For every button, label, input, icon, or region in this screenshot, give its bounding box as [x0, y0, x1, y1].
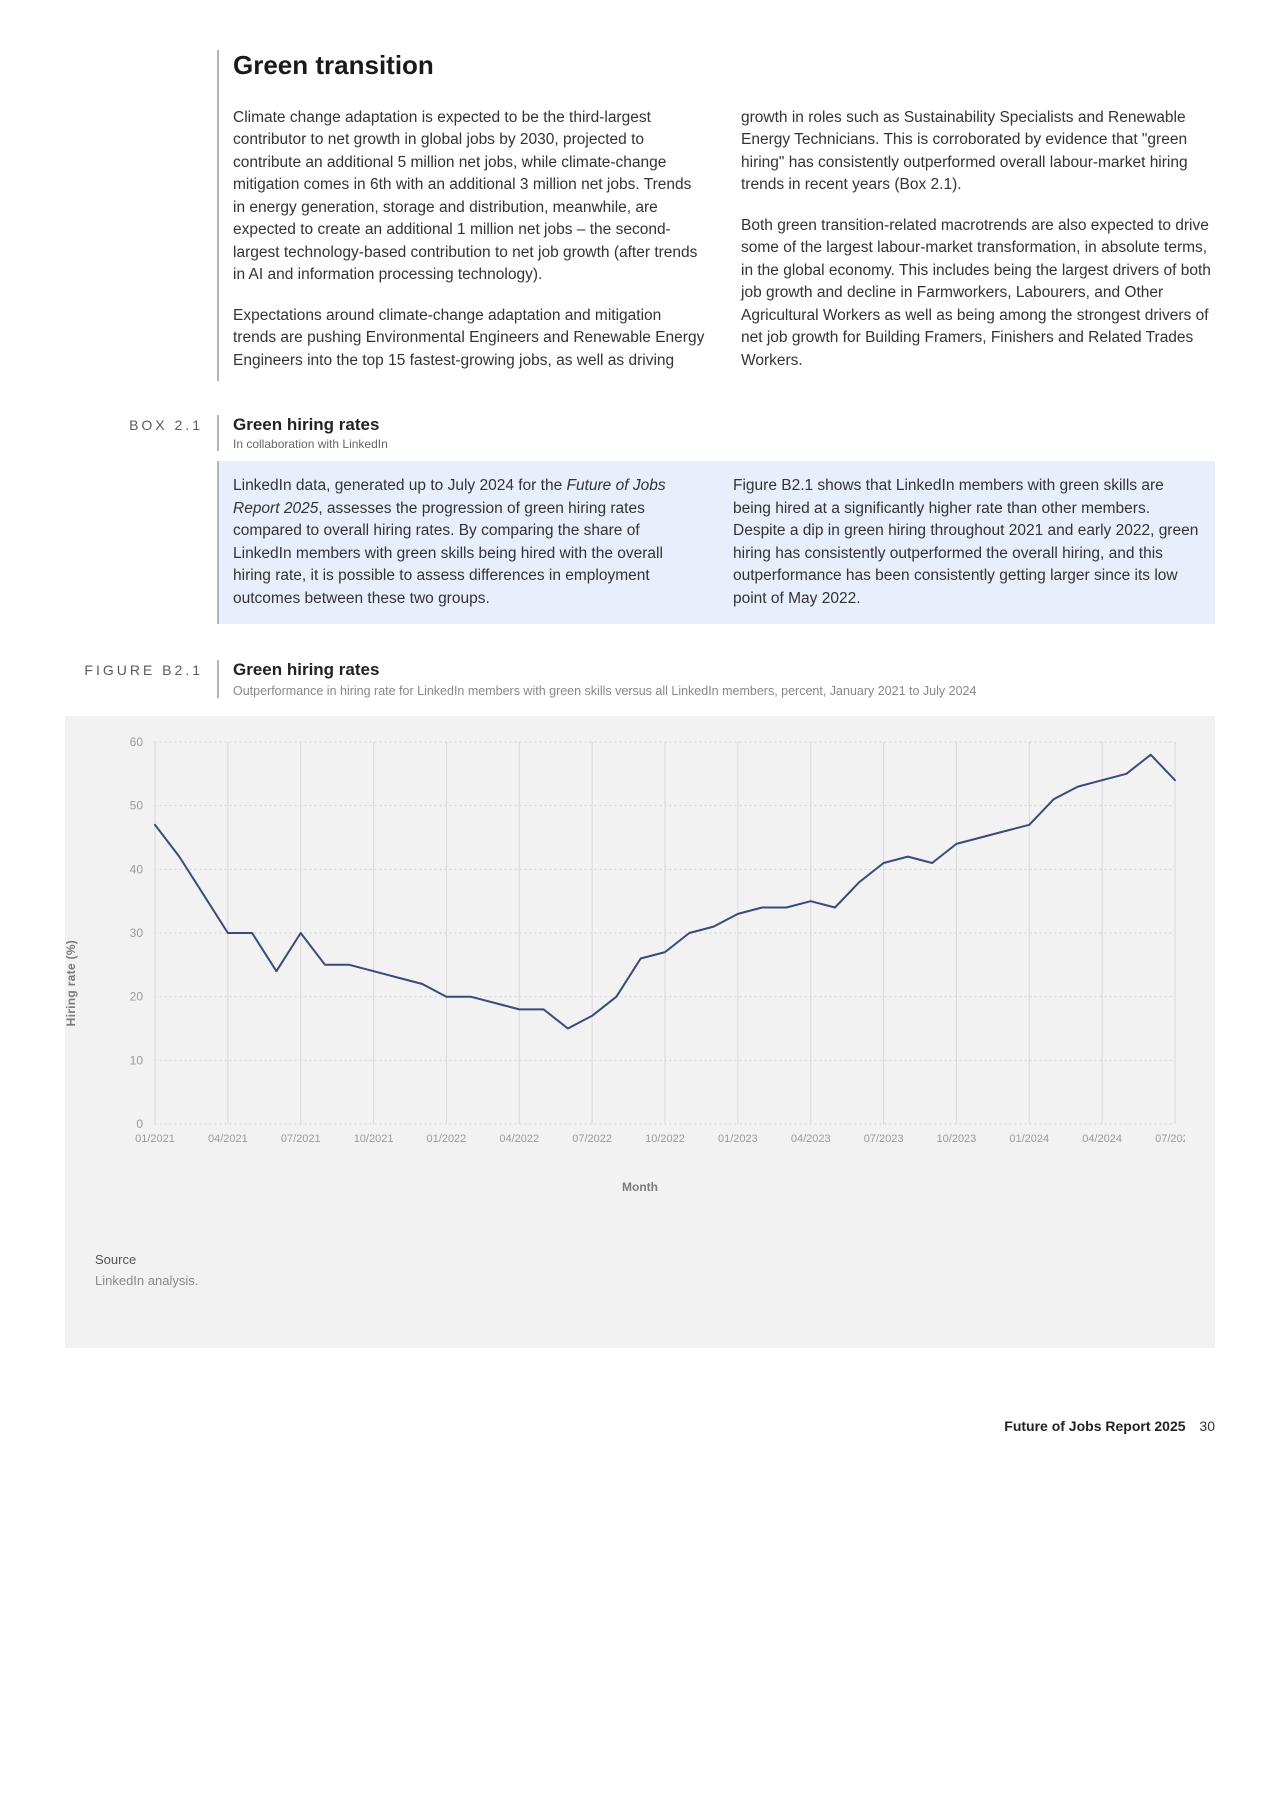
svg-text:50: 50	[130, 799, 144, 813]
footer-report-name: Future of Jobs Report 2025	[1004, 1418, 1185, 1434]
box-title: Green hiring rates	[233, 415, 1215, 435]
chart-container: Hiring rate (%) 0 10 20 30 40 50 60 01/2021 04/2…	[65, 716, 1215, 1348]
box-header: Green hiring rates In collaboration with…	[217, 415, 1215, 451]
chart-y-axis-label: Hiring rate (%)	[64, 940, 78, 1027]
box-body: LinkedIn data, generated up to July 2024…	[217, 461, 1215, 624]
svg-text:10/2021: 10/2021	[354, 1133, 394, 1145]
line-chart: 0 10 20 30 40 50 60 01/2021 04/2021 07/2021 10/202…	[95, 734, 1185, 1154]
chart-x-axis-label: Month	[95, 1180, 1185, 1194]
svg-text:04/2021: 04/2021	[208, 1133, 248, 1145]
box-para-right: Figure B2.1 shows that LinkedIn members …	[733, 475, 1199, 610]
footer-page-number: 30	[1199, 1418, 1215, 1434]
box-para-left: LinkedIn data, generated up to July 2024…	[233, 475, 699, 610]
svg-text:30: 30	[130, 926, 144, 940]
svg-text:10/2023: 10/2023	[937, 1133, 977, 1145]
figure-label: FIGURE B2.1	[65, 660, 217, 678]
section-gutter	[65, 50, 217, 52]
svg-text:40: 40	[130, 862, 144, 876]
svg-text:07/2021: 07/2021	[281, 1133, 321, 1145]
svg-text:01/2024: 01/2024	[1009, 1133, 1049, 1145]
figure-header-row: FIGURE B2.1 Green hiring rates Outperfor…	[65, 660, 1215, 698]
svg-text:07/2024: 07/2024	[1155, 1133, 1185, 1145]
svg-text:07/2023: 07/2023	[864, 1133, 904, 1145]
figure-title: Green hiring rates	[233, 660, 1215, 680]
figure-header: Green hiring rates Outperformance in hir…	[217, 660, 1215, 698]
source-block: Source LinkedIn analysis.	[95, 1252, 1185, 1288]
svg-text:10/2022: 10/2022	[645, 1133, 685, 1145]
svg-text:20: 20	[130, 990, 144, 1004]
svg-text:10: 10	[130, 1053, 144, 1067]
section-body: Climate change adaptation is expected to…	[233, 107, 1215, 381]
svg-text:04/2024: 04/2024	[1082, 1133, 1122, 1145]
section-para: Climate change adaptation is expected to…	[233, 107, 707, 287]
svg-text:04/2022: 04/2022	[499, 1133, 539, 1145]
source-text: LinkedIn analysis.	[95, 1273, 1185, 1288]
page: Green transition Climate change adaptati…	[0, 0, 1280, 1464]
svg-text:07/2022: 07/2022	[572, 1133, 612, 1145]
section-green-transition: Green transition Climate change adaptati…	[65, 50, 1215, 381]
svg-text:0: 0	[136, 1117, 143, 1131]
section-content: Green transition Climate change adaptati…	[217, 50, 1215, 381]
svg-text:01/2022: 01/2022	[427, 1133, 467, 1145]
box-text: LinkedIn data, generated up to July 2024…	[233, 477, 567, 494]
source-heading: Source	[95, 1252, 1185, 1267]
svg-text:01/2021: 01/2021	[135, 1133, 175, 1145]
svg-text:01/2023: 01/2023	[718, 1133, 758, 1145]
figure-subtitle: Outperformance in hiring rate for Linked…	[233, 684, 1215, 698]
svg-text:60: 60	[130, 735, 144, 749]
box-header-row: BOX 2.1 Green hiring rates In collaborat…	[65, 415, 1215, 451]
box-note: In collaboration with LinkedIn	[233, 437, 1215, 451]
section-title: Green transition	[233, 50, 1215, 81]
box-label: BOX 2.1	[65, 415, 217, 433]
page-footer: Future of Jobs Report 2025 30	[65, 1418, 1215, 1434]
svg-text:04/2023: 04/2023	[791, 1133, 831, 1145]
section-para: Both green transition-related macrotrend…	[741, 215, 1215, 372]
